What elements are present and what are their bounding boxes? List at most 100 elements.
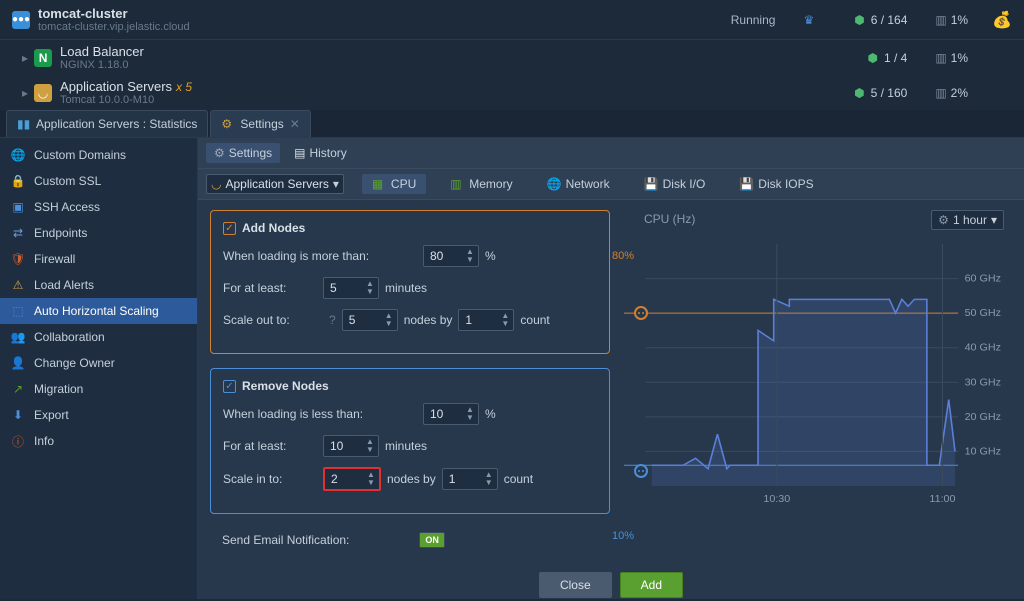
sidebar-item-endpoints[interactable]: ⇄Endpoints [0, 220, 197, 246]
add-for-input[interactable] [330, 281, 360, 295]
spin-down-icon[interactable]: ▼ [483, 479, 495, 487]
time-range-selector[interactable]: ⚙ 1 hour ▾ [931, 210, 1004, 230]
node-icon: ◡ [34, 84, 52, 102]
sidebar-icon: ⬇ [10, 407, 26, 423]
node-name-block: Application Serversx 5 Tomcat 10.0.0-M10 [60, 79, 260, 106]
tab-bar: ▮▮ Application Servers : Statistics ⚙ Se… [0, 110, 1024, 138]
metric-label: CPU [391, 177, 416, 191]
remove-when-input[interactable] [430, 407, 460, 421]
node-row-app[interactable]: ▸ ◡ Application Serversx 5 Tomcat 10.0.0… [0, 75, 1024, 110]
content-panel: ⚙ Settings ▤ History ◡ Application Serve… [198, 138, 1024, 599]
sidebar-label: Export [34, 408, 69, 422]
spin-down-icon[interactable]: ▼ [365, 479, 377, 487]
tab-label: Settings [240, 117, 283, 131]
email-label: Send Email Notification: [222, 533, 349, 547]
metric-memory[interactable]: ▥ Memory [440, 174, 522, 194]
spin-down-icon[interactable]: ▼ [364, 446, 376, 454]
add-when-spinner[interactable]: ▲▼ [423, 245, 479, 267]
remove-count-spinner[interactable]: ▲▼ [442, 468, 498, 490]
remove-scale-mid: nodes by [387, 472, 436, 486]
expand-icon[interactable]: ▸ [22, 51, 28, 65]
sidebar-item-change-owner[interactable]: 👤Change Owner [0, 350, 197, 376]
help-icon[interactable]: ? [329, 313, 336, 327]
remove-for-unit: minutes [385, 439, 427, 453]
sidebar-item-info[interactable]: ⓘInfo [0, 428, 197, 454]
add-count-spinner[interactable]: ▲▼ [458, 309, 514, 331]
close-button[interactable]: Close [539, 572, 612, 598]
add-for-unit: minutes [385, 281, 427, 295]
sidebar-item-collaboration[interactable]: 👥Collaboration [0, 324, 197, 350]
spin-down-icon[interactable]: ▼ [464, 256, 476, 264]
email-toggle[interactable]: ON [419, 532, 445, 548]
close-icon[interactable]: ✕ [290, 117, 300, 131]
threshold-rem-marker[interactable] [634, 464, 648, 478]
remove-when-spinner[interactable]: ▲▼ [423, 403, 479, 425]
metric-cpu[interactable]: ▦ CPU [362, 174, 426, 194]
add-count-input[interactable] [465, 313, 495, 327]
add-nodes-panel: ✓ Add Nodes When loading is more than: ▲… [210, 210, 610, 354]
form-area: ✓ Add Nodes When loading is more than: ▲… [198, 200, 1024, 562]
environment-row[interactable]: ●●● tomcat-cluster tomcat-cluster.vip.je… [0, 0, 1024, 40]
add-for-spinner[interactable]: ▲▼ [323, 277, 379, 299]
spin-down-icon[interactable]: ▼ [464, 414, 476, 422]
sidebar-item-load-alerts[interactable]: ⚠Load Alerts [0, 272, 197, 298]
remove-nodes-input[interactable] [331, 472, 361, 486]
env-icon: ●●● [12, 11, 30, 29]
sidebar-item-ssh-access[interactable]: ▣SSH Access [0, 194, 197, 220]
sidebar-item-auto-horizontal-scaling[interactable]: ⬚Auto Horizontal Scaling [0, 298, 197, 324]
billing-icon[interactable]: 💰 [992, 10, 1012, 30]
disk-icon: ▥ [935, 13, 946, 27]
node-version: NGINX 1.18.0 [60, 59, 260, 71]
metric-network[interactable]: 🌐 Network [537, 174, 620, 194]
gear-icon: ⚙ [221, 117, 235, 131]
node-version: Tomcat 10.0.0-M10 [60, 94, 260, 106]
node-row-lb[interactable]: ▸ N Load Balancer NGINX 1.18.0 ⬢ 1 / 4 ▥… [0, 40, 1024, 75]
add-when-input[interactable] [430, 249, 460, 263]
layer-selector[interactable]: ◡ Application Servers ▾ [206, 174, 344, 194]
sidebar-icon: ⇄ [10, 225, 26, 241]
remove-nodes-spinner[interactable]: ▲▼ [323, 467, 381, 491]
remove-count-input[interactable] [449, 472, 479, 486]
cloudlet-icon: ⬢ [854, 86, 864, 100]
svg-text:40 GHz: 40 GHz [965, 343, 1001, 354]
add-nodes-spinner[interactable]: ▲▼ [342, 309, 398, 331]
tab-settings[interactable]: ⚙ Settings ✕ [210, 110, 310, 137]
spin-down-icon[interactable]: ▼ [383, 320, 395, 328]
sidebar-label: Auto Horizontal Scaling [34, 304, 159, 318]
expand-icon[interactable]: ▸ [22, 86, 28, 100]
sidebar-item-firewall[interactable]: 🛡Firewall [0, 246, 197, 272]
add-nodes-input[interactable] [349, 313, 379, 327]
layer-text: Application Servers [225, 177, 328, 191]
svg-text:30 GHz: 30 GHz [965, 378, 1001, 389]
sidebar-item-export[interactable]: ⬇ Export [0, 402, 197, 428]
spin-down-icon[interactable]: ▼ [364, 288, 376, 296]
sidebar-item-custom-ssl[interactable]: 🔒Custom SSL [0, 168, 197, 194]
subtab-label: History [309, 146, 346, 160]
remove-for-spinner[interactable]: ▲▼ [323, 435, 379, 457]
metric-diskio[interactable]: 💾 Disk I/O [634, 174, 716, 194]
sidebar-label: Custom Domains [34, 148, 126, 162]
env-status: Running [731, 13, 776, 27]
email-row: Send Email Notification: ON [210, 528, 610, 552]
subtab-settings[interactable]: ⚙ Settings [206, 143, 280, 163]
sidebar-icon: ⓘ [10, 433, 26, 449]
sidebar-icon: ↗ [10, 381, 26, 397]
add-title: Add Nodes [242, 221, 305, 235]
subtab-history[interactable]: ▤ History [286, 143, 355, 163]
chart-box: 60 GHz50 GHz40 GHz30 GHz20 GHz10 GHz10:3… [624, 236, 1012, 506]
svg-text:20 GHz: 20 GHz [965, 412, 1001, 423]
sidebar-item-custom-domains[interactable]: 🌐Custom Domains [0, 142, 197, 168]
add-button[interactable]: Add [620, 572, 683, 598]
env-name-block: tomcat-cluster tomcat-cluster.vip.jelast… [38, 6, 238, 33]
spin-down-icon[interactable]: ▼ [499, 320, 511, 328]
threshold-add-marker[interactable] [634, 306, 648, 320]
node-disk: 2% [951, 86, 968, 100]
tab-statistics[interactable]: ▮▮ Application Servers : Statistics [6, 110, 208, 137]
sidebar-icon: ⚠ [10, 277, 26, 293]
remove-for-input[interactable] [330, 439, 360, 453]
sidebar-item-migration[interactable]: ↗Migration [0, 376, 197, 402]
add-checkbox[interactable]: ✓ [223, 222, 236, 235]
remove-checkbox[interactable]: ✓ [223, 380, 236, 393]
metric-diskiops[interactable]: 💾 Disk IOPS [729, 174, 823, 194]
chevron-down-icon[interactable]: ▾ [333, 177, 339, 191]
